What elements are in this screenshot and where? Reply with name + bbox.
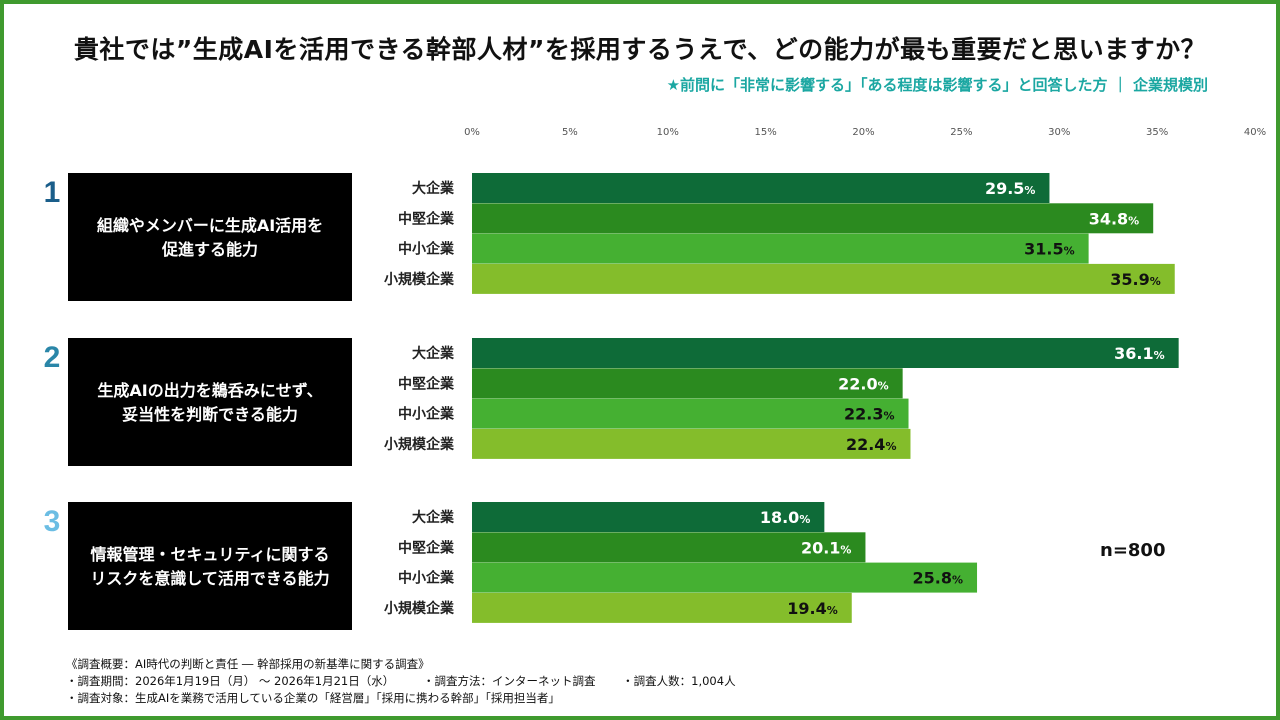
category-label: 中小企業 xyxy=(398,241,455,258)
item-label-box xyxy=(68,173,352,301)
data-label: 29.5% xyxy=(985,179,1036,198)
category-label: 小規模企業 xyxy=(384,271,455,288)
bar xyxy=(472,233,1089,264)
bar xyxy=(472,562,978,593)
bar xyxy=(472,592,852,623)
bar xyxy=(472,428,911,459)
category-label: 小規模企業 xyxy=(384,436,455,453)
category-label: 大企業 xyxy=(412,345,455,362)
bar xyxy=(472,263,1175,294)
footnote-target: ・調査対象：生成AIを業務で活用している企業の「経営層」「採用に携わる幹部」「採… xyxy=(66,691,560,705)
data-label: 25.8% xyxy=(913,569,964,588)
bar xyxy=(472,532,866,563)
data-label: 34.8% xyxy=(1089,209,1140,228)
data-label: 18.0% xyxy=(760,508,811,527)
item-label-line: 情報管理・セキュリティに関する xyxy=(90,545,329,564)
x-tick-label: 25% xyxy=(950,127,972,138)
x-tick-label: 5% xyxy=(562,127,578,138)
category-label: 中堅企業 xyxy=(398,539,455,556)
x-tick-label: 0% xyxy=(464,127,480,138)
item-label-line: 妥当性を判断できる能力 xyxy=(122,405,298,424)
item-label-line: 促進する能力 xyxy=(161,240,258,259)
category-label: 中堅企業 xyxy=(398,375,455,392)
data-label: 19.4% xyxy=(787,599,838,618)
page-title: 貴社では”生成AIを活用できる幹部人材”を採用するうえで、どの能力が最も重要だと… xyxy=(73,35,1207,64)
bar xyxy=(472,502,825,532)
data-label: 22.3% xyxy=(844,405,895,424)
category-label: 大企業 xyxy=(412,180,455,197)
data-label: 22.0% xyxy=(838,374,889,393)
x-tick-label: 30% xyxy=(1048,127,1070,138)
x-tick-label: 10% xyxy=(657,127,679,138)
category-label: 中小企業 xyxy=(398,570,455,587)
rank-number: 1 xyxy=(44,176,61,209)
data-label: 20.1% xyxy=(801,538,852,557)
bar xyxy=(472,203,1154,234)
bar xyxy=(472,173,1050,203)
sample-size-label: n=800 xyxy=(1100,540,1166,561)
chart-subtitle: ★前問に「非常に影響する」「ある程度は影響する」と回答した方 ｜ 企業規模別 xyxy=(666,76,1208,94)
category-label: 中堅企業 xyxy=(398,210,455,227)
data-label: 36.1% xyxy=(1114,344,1165,363)
x-tick-label: 15% xyxy=(755,127,777,138)
data-label: 22.4% xyxy=(846,435,897,454)
item-label-line: 組織やメンバーに生成AI活用を xyxy=(97,216,323,235)
bar xyxy=(472,338,1179,368)
item-label-line: リスクを意識して活用できる能力 xyxy=(90,569,329,588)
category-label: 中小企業 xyxy=(398,406,455,423)
item-label-box xyxy=(68,502,352,630)
category-label: 大企業 xyxy=(412,509,455,526)
data-label: 35.9% xyxy=(1110,270,1161,289)
footnote-period: ・調査期間：2026年1月19日（月） 〜 2026年1月21日（水） ・調査方… xyxy=(66,674,736,688)
x-tick-label: 35% xyxy=(1146,127,1168,138)
item-label-box xyxy=(68,338,352,466)
x-tick-label: 20% xyxy=(852,127,874,138)
data-label: 31.5% xyxy=(1024,240,1075,259)
bar xyxy=(472,398,909,429)
x-tick-label: 40% xyxy=(1244,127,1266,138)
rank-number: 2 xyxy=(44,341,61,374)
footnote-survey-title: 《調査概要：AI時代の判断と責任 ― 幹部採用の新基準に関する調査》 xyxy=(66,657,430,671)
item-label-line: 生成AIの出力を鵜呑みにせず、 xyxy=(97,381,322,400)
rank-number: 3 xyxy=(44,505,61,538)
category-label: 小規模企業 xyxy=(384,600,455,617)
bar xyxy=(472,368,903,399)
